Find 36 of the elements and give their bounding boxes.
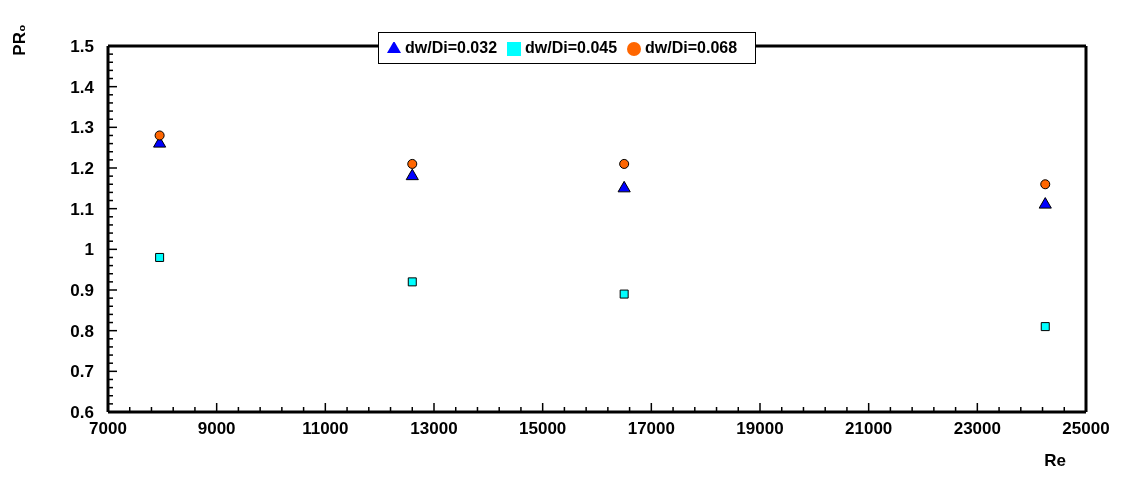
- point: [619, 289, 629, 299]
- x-tick-label: 25000: [1062, 419, 1110, 438]
- y-tick-label: 1: [84, 240, 94, 260]
- point: [1038, 197, 1052, 209]
- point: [617, 180, 631, 193]
- legend-label: dw/Di=0.032: [405, 39, 498, 56]
- x-tick-label: 13000: [410, 419, 458, 438]
- point: [154, 130, 165, 141]
- x-tick-label: 17000: [627, 419, 675, 438]
- y-tick-label: 0.7: [70, 362, 94, 382]
- point: [1040, 179, 1051, 190]
- point: [1040, 322, 1050, 332]
- x-tick-label: 21000: [845, 419, 893, 438]
- y-tick-label: 0.6: [70, 403, 94, 422]
- y-tick-label: 1.4: [70, 77, 95, 97]
- legend-label: dw/Di=0.045: [525, 39, 618, 56]
- x-tick-label: 23000: [953, 419, 1001, 438]
- y-tick-label: 1.3: [70, 118, 94, 138]
- point: [407, 277, 417, 287]
- x-tick-label: 15000: [519, 419, 567, 438]
- x-axis-title: Re: [1044, 451, 1066, 470]
- x-tick-label: 9000: [197, 419, 236, 438]
- y-tick-label: 1.1: [70, 199, 94, 219]
- y-tick-label: 0.8: [70, 321, 94, 341]
- x-tick-label: 19000: [736, 419, 784, 438]
- legend-label: dw/Di=0.068: [645, 39, 738, 56]
- point: [405, 168, 419, 181]
- x-tick-label: 7000: [89, 419, 127, 438]
- point: [407, 158, 418, 169]
- point: [619, 158, 630, 169]
- x-tick-label: 11000: [302, 419, 349, 438]
- y-axis-title: PR₀: [10, 24, 30, 56]
- y-tick-label: 1.5: [70, 37, 94, 56]
- y-tick-label: 0.9: [70, 281, 94, 300]
- y-tick-label: 1.2: [70, 159, 94, 178]
- point: [155, 252, 165, 262]
